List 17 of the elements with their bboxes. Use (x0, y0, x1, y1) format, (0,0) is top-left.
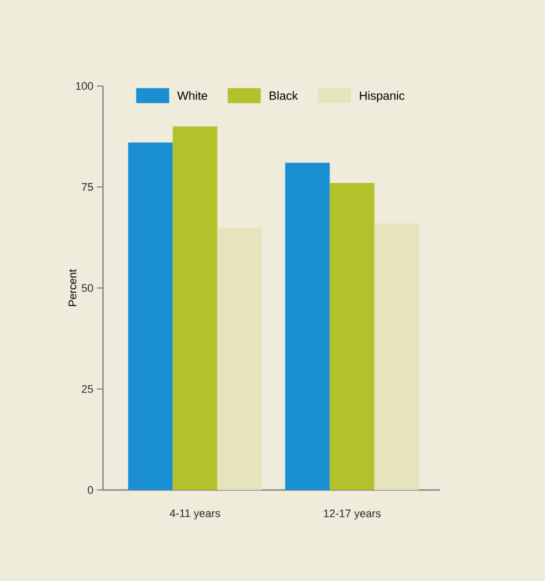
bar (128, 142, 173, 490)
y-tick-label: 0 (88, 486, 94, 494)
x-tick-label: 12-17 years (324, 510, 381, 520)
y-tick-label: 100 (76, 82, 94, 90)
bar (374, 223, 419, 490)
legend-label: Hispanic (360, 91, 404, 102)
bar (330, 182, 374, 490)
legend-label: Black (270, 91, 298, 100)
legend-label: White (177, 91, 208, 100)
y-axis-title: Percent (68, 269, 76, 306)
bar (285, 162, 330, 490)
y-tick-label: 25 (82, 385, 94, 393)
x-tick-label: 4-11 years (170, 510, 220, 520)
bar (172, 126, 218, 490)
bar (217, 227, 262, 490)
y-tick-label: 50 (82, 284, 94, 292)
y-tick-label: 75 (82, 183, 94, 191)
